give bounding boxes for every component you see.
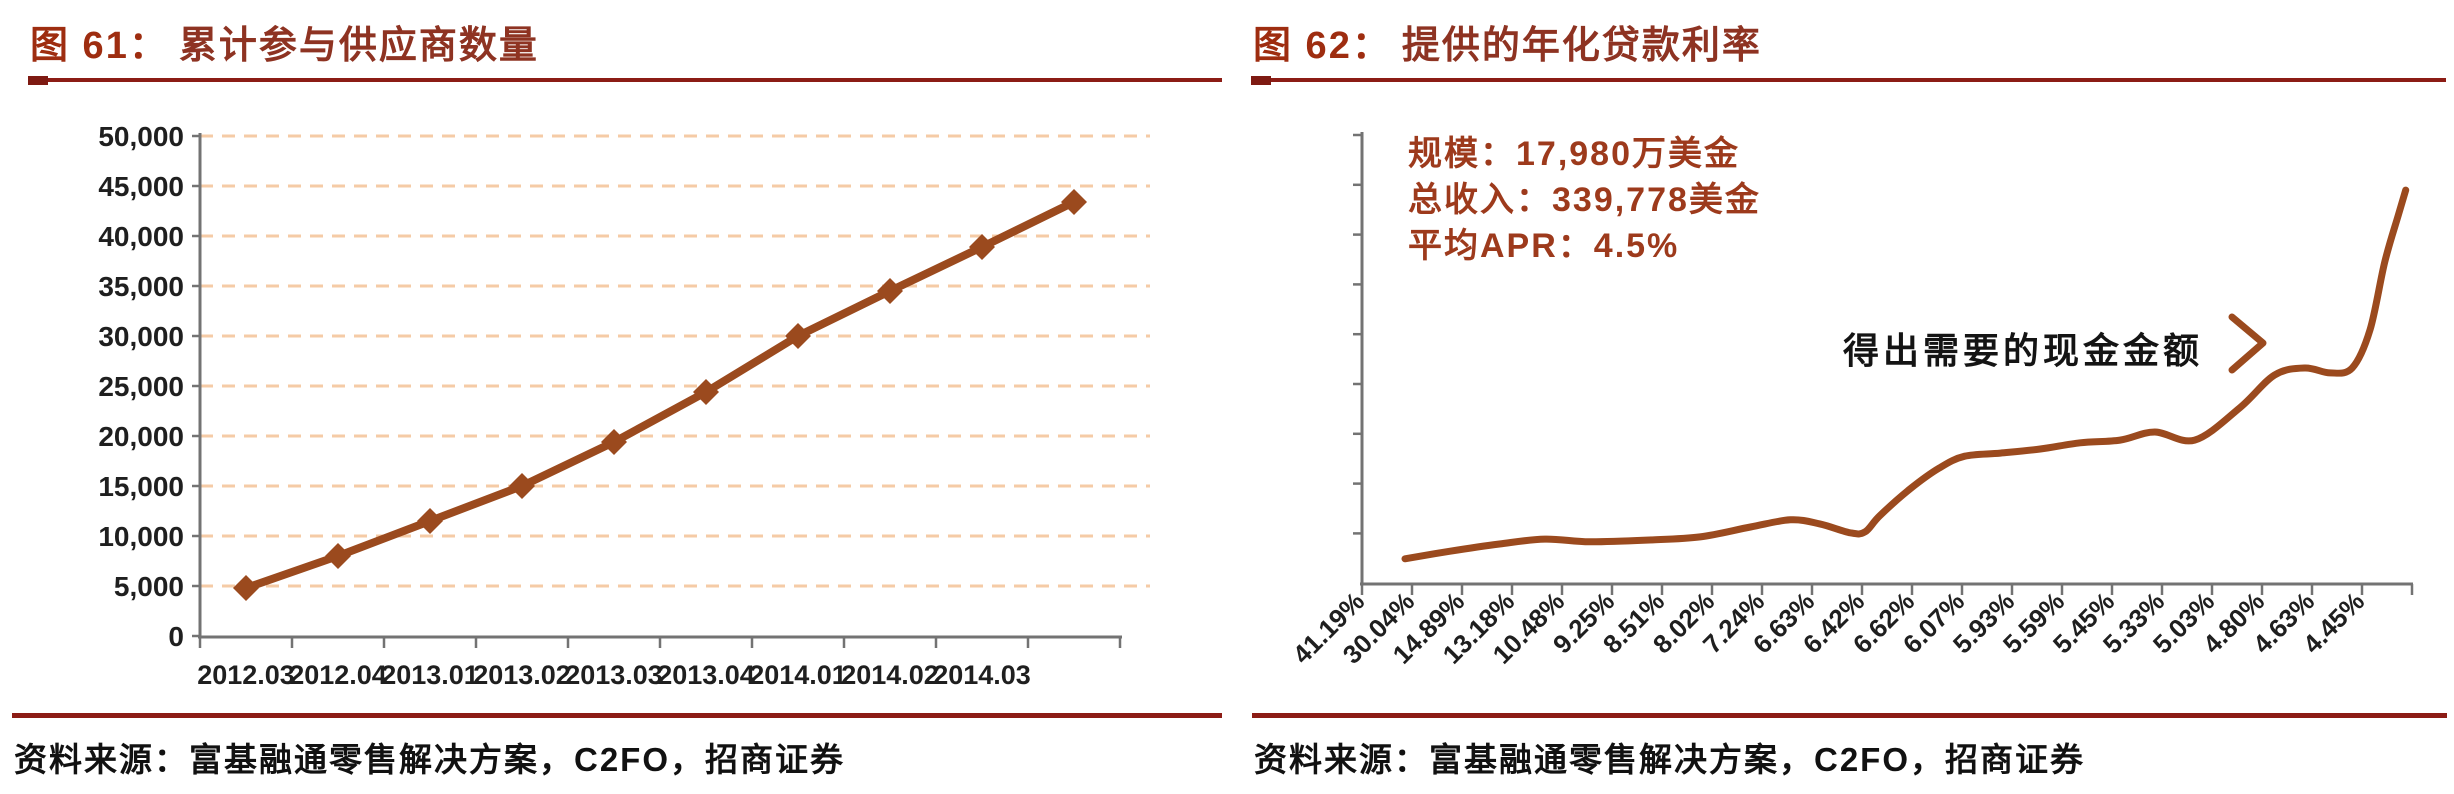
y-tick-label: 50,000	[98, 121, 184, 152]
source-divider-left	[12, 713, 1222, 718]
apr-stat-revenue: 总收入：339,778美金	[1408, 181, 1761, 219]
figure-62-title: 图 62： 提供的年化贷款利率	[1253, 14, 1762, 69]
y-tick-label: 40,000	[98, 221, 184, 252]
y-tick-label: 0	[168, 621, 184, 652]
diamond-marker	[509, 473, 535, 499]
y-tick-label: 25,000	[98, 371, 184, 402]
figure-61-label: 图 61：	[30, 25, 169, 67]
diamond-marker	[601, 429, 627, 455]
x-tick-label: 2014.02	[841, 660, 939, 690]
suppliers-chart-svg: 0 5,000 10,000 15,000 20,000 25,000 30,000 35,0…	[98, 121, 1150, 690]
x-tick-label: 2013.02	[473, 660, 571, 690]
source-divider-right	[1252, 713, 2447, 718]
suppliers-series-line	[242, 198, 1078, 592]
diamond-marker	[969, 234, 995, 260]
y-tick-label: 5,000	[114, 571, 184, 602]
y-tick-label: 10,000	[98, 521, 184, 552]
x-tick-label: 2013.01	[381, 660, 479, 690]
figure-61-title: 图 61： 累计参与供应商数量	[30, 14, 539, 69]
x-tick-label: 2012.04	[289, 660, 387, 690]
x-tick-label: 2012.03	[197, 660, 295, 690]
diamond-marker	[325, 543, 351, 569]
diamond-marker	[693, 379, 719, 405]
cash-amount-note: 得出需要的现金金额	[1843, 330, 2204, 371]
rule-notch-icon	[28, 76, 48, 85]
y-tick-label: 45,000	[98, 171, 184, 202]
figure-62-label: 图 62：	[1253, 25, 1392, 67]
x-tick-label: 2014.03	[933, 660, 1031, 690]
apr-stats-annotation: 规模：17,980万美金 总收入：339,778美金 平均APR：4.5%	[1408, 131, 1761, 269]
diamond-marker	[417, 508, 443, 534]
diamond-marker	[877, 278, 903, 304]
chevron-right-icon	[2228, 313, 2267, 374]
suppliers-line-chart: 0 5,000 10,000 15,000 20,000 25,000 30,000 35,0…	[0, 90, 1230, 715]
apr-stat-average: 平均APR：4.5%	[1408, 227, 1680, 265]
source-left: 资料来源：富基融通零售解决方案，C2FO，招商证券	[14, 741, 846, 778]
x-tick-label: 2014.01	[749, 660, 847, 690]
figure-61-name: 累计参与供应商数量	[178, 25, 539, 67]
y-tick-label: 15,000	[98, 471, 184, 502]
diamond-marker	[1061, 189, 1087, 215]
apr-stat-scale: 规模：17,980万美金	[1408, 135, 1740, 173]
figure-62-name: 提供的年化贷款利率	[1401, 25, 1762, 67]
diamond-marker	[233, 575, 259, 601]
source-right: 资料来源：富基融通零售解决方案，C2FO，招商证券	[1254, 741, 2086, 778]
title-underline-right	[1251, 76, 2446, 85]
y-tick-label: 35,000	[98, 271, 184, 302]
x-tick-label: 2013.04	[657, 660, 755, 690]
y-tick-label: 20,000	[98, 421, 184, 452]
x-tick-label: 2013.03	[565, 660, 663, 690]
title-underline-left	[28, 76, 1222, 85]
apr-series-line	[1401, 186, 2410, 563]
diamond-marker	[785, 323, 811, 349]
rule-notch-icon	[1251, 76, 1271, 85]
y-tick-label: 30,000	[98, 321, 184, 352]
apr-line-chart: 41.19% 30.04% 14.89% 13.18% 10.48% 9.25% 8.51%…	[1240, 90, 2454, 715]
apr-chart-svg: 41.19%30.04%14.89%13.18%10.48%9.25%8.51%…	[1287, 132, 2414, 670]
